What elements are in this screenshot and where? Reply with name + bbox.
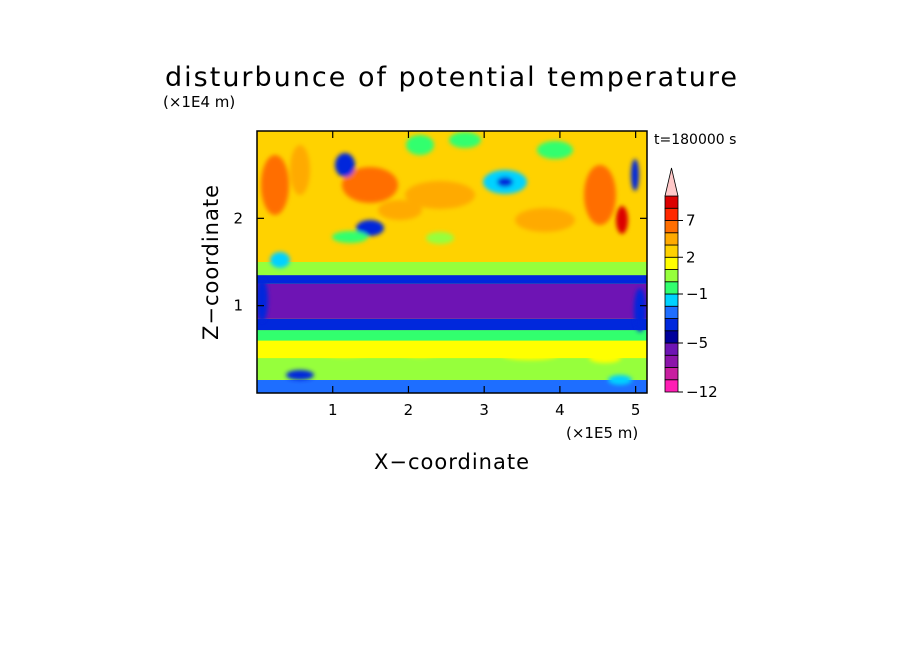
colorbar-swatch [664,232,679,246]
colorbar-swatch [664,256,679,270]
field-texture [257,132,646,385]
field-blob [502,350,558,360]
field-blob [261,155,289,215]
field-blob [497,177,513,187]
field-band [257,340,647,359]
field-blob [537,141,573,159]
x-tick-label: 4 [555,401,565,419]
field-blob [335,153,355,177]
field-blob [608,375,632,385]
colorbar-swatch [664,367,679,381]
colorbar: −12−5−127 [664,167,718,401]
field-blob [616,206,628,234]
field-band [257,318,647,331]
field-blob [286,370,314,380]
x-axis: 1 2 3 4 5 [328,131,640,419]
field-blob [406,135,434,155]
y-unit-label: (×1E4 m) [163,93,235,111]
field-blob [405,181,475,209]
y-axis-label: Z−coordinate [199,184,223,340]
x-axis-label: X−coordinate [374,450,530,474]
x-tick-label: 3 [479,401,489,419]
colorbar-swatch [664,318,679,332]
field-blob [290,145,310,195]
colorbar-tick-label: 7 [686,212,696,230]
colorbar-swatch [664,342,679,356]
x-tick-label: 5 [631,401,641,419]
x-tick-label: 2 [404,401,414,419]
field-blob [356,220,384,236]
field-blob [589,353,621,363]
field-blob [270,252,290,268]
y-axis: 12 [233,209,647,315]
chart-title: disturbunce of potential temperature [165,62,739,93]
field-blob [342,167,398,203]
field-band [257,330,647,341]
colorbar-tick-label: −12 [686,383,718,401]
field-blob [332,231,368,243]
field-blob [634,288,646,332]
x-unit-label: (×1E5 m) [566,424,638,442]
colorbar-swatch [664,305,679,319]
field-band [257,283,647,319]
y-tick-label: 2 [233,209,243,227]
colorbar-swatch [664,244,679,258]
plot-frame [256,130,648,394]
colorbar-extension [664,167,679,197]
field-band [257,262,647,276]
colorbar-swatch [664,207,679,221]
colorbar-swatch [664,354,679,368]
colorbar-swatch [664,269,679,283]
x-tick-label: 1 [328,401,338,419]
field-blob [584,165,616,225]
field-blob [323,347,367,357]
field-band [257,275,647,284]
y-tick-label: 1 [233,297,243,315]
plot-area [256,130,648,394]
field-blob [378,200,422,220]
colorbar-swatch [664,195,679,209]
colorbar-tick-label: 2 [686,248,696,266]
colorbar-tick-label: −1 [686,285,708,303]
colorbar-swatch [664,220,679,234]
field-band [257,358,647,380]
field-band [257,379,647,393]
field-blob [631,159,639,191]
colorbar-swatch [664,379,679,393]
field-blob [449,132,481,148]
colorbar-swatch [664,281,679,295]
colorbar-swatch [664,293,679,307]
field-blob [426,232,454,244]
colorbar-tick-label: −5 [686,334,708,352]
colorbar-swatch [664,330,679,344]
field-blob [402,347,438,357]
field-blob [257,278,268,322]
time-label: t=180000 s [654,132,736,148]
field-blob [515,208,575,232]
